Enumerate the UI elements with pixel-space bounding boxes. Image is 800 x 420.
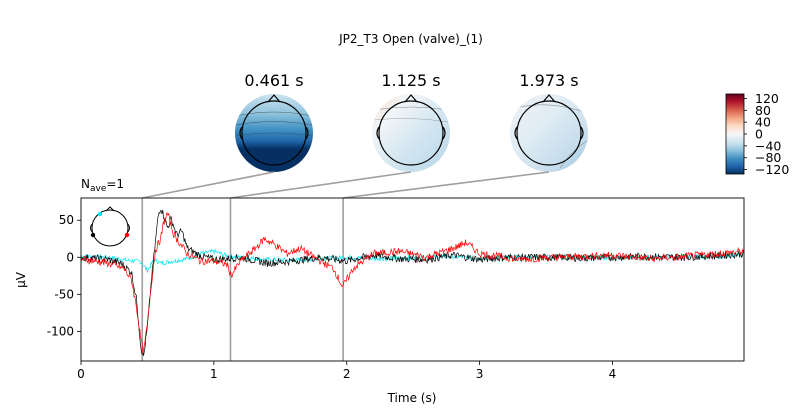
sensor-dot [97,211,103,217]
y-axis-ticks: 50 0 -50 -100 [47,213,81,338]
time-markers [141,198,344,361]
topomap-2 [510,94,588,172]
evoked-axes: 0 1 2 3 4 50 0 -50 -100 Time (s) µV [14,197,745,405]
x-tick-label: 0 [77,367,85,381]
axes-frame [80,197,745,362]
connector-line [230,171,412,199]
colorbar-tick-label: −80 [755,150,781,165]
colorbar-tick-label: −120 [755,162,789,177]
topomap-time-label: 0.461 s [244,71,303,90]
colorbar-tick-label: −40 [755,138,781,153]
topomap-1 [372,94,450,172]
x-tick-label: 1 [210,367,218,381]
topomap-time-label: 1.973 s [519,71,578,90]
sensor-inset [90,206,130,247]
x-axis-ticks: 0 1 2 3 4 [77,361,616,381]
topomap-time-label: 1.125 s [381,71,440,90]
sensor-dot [90,232,96,238]
x-tick-label: 3 [476,367,484,381]
colorbar-tick-label: 0 [755,127,763,142]
series-line [81,209,744,356]
series-line [81,212,744,354]
y-tick-label: 50 [59,213,74,227]
x-tick-label: 4 [609,367,617,381]
y-axis-label: µV [14,271,28,288]
y-tick-label: -50 [54,287,74,301]
colorbar-tick-label: 80 [755,103,771,118]
figure-title: JP2_T3 Open (valve)_(1) [338,32,483,46]
colorbar-tick-label: 120 [755,91,779,106]
y-tick-label: 0 [66,250,74,264]
evoked-traces [81,209,744,356]
topomap-connectors [142,171,550,199]
sensor-dot [124,232,130,238]
colorbar-tick-label: 40 [755,115,771,130]
x-tick-label: 2 [343,367,351,381]
connector-line [142,171,275,199]
connector-line [343,171,550,199]
nave-annotation: Nave=1 [81,177,124,194]
x-axis-label: Time (s) [387,391,437,405]
y-tick-label: -100 [47,324,74,338]
topomap-0 [235,94,313,172]
